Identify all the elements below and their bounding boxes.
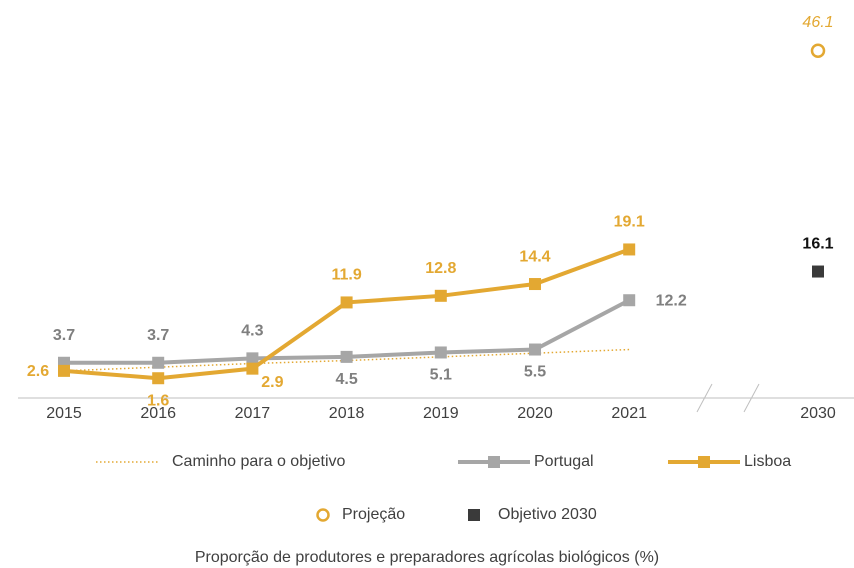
x-tick-label: 2017: [235, 405, 271, 422]
legend-swatch: [698, 456, 710, 468]
x-tick-label: 2019: [423, 405, 459, 422]
data-label: 4.5: [335, 371, 357, 388]
data-label: 11.9: [331, 267, 361, 284]
data-label: 14.4: [519, 248, 550, 265]
point-marker: [434, 289, 447, 302]
data-label: 2.6: [27, 363, 49, 380]
x-tick-label: 2016: [140, 405, 176, 422]
point-marker: [623, 294, 636, 307]
x-tick-label: 2020: [517, 405, 553, 422]
axis-break: [743, 383, 760, 413]
data-label: 12.8: [425, 260, 456, 277]
data-label: 3.7: [53, 327, 75, 344]
legend-swatch: [488, 456, 500, 468]
point-marker: [340, 296, 353, 309]
legend-label: Caminho para o objetivo: [172, 453, 346, 470]
legend-swatch: [468, 509, 480, 521]
data-label: 1.6: [147, 392, 169, 409]
point-marker: [152, 372, 165, 385]
x-tick-label: 2030: [800, 405, 836, 422]
data-label: 5.1: [430, 367, 452, 384]
data-label: 4.3: [241, 323, 263, 340]
point-marker: [58, 364, 70, 377]
x-tick-label: 2018: [329, 405, 365, 422]
point-marker: [529, 343, 541, 356]
point-marker: [434, 346, 447, 359]
point-marker: [340, 350, 353, 363]
caption: Proporção de produtores e preparadores a…: [195, 549, 659, 566]
data-label: 3.7: [147, 327, 169, 344]
data-label: 2.9: [261, 374, 283, 391]
legend-label: Objetivo 2030: [498, 506, 597, 523]
point-marker: [529, 278, 541, 291]
point-marker: [152, 356, 165, 369]
data-label: 12.2: [656, 292, 687, 309]
point-marker: [246, 352, 259, 365]
axis-break: [696, 383, 713, 413]
data-label: 19.1: [614, 214, 645, 231]
data-label: 46.1: [802, 14, 833, 31]
point-marker: [623, 243, 636, 256]
x-tick-label: 2015: [46, 405, 82, 422]
legend-label: Projeção: [342, 506, 405, 523]
legend-swatch: [316, 508, 330, 522]
point-marker: [812, 265, 824, 278]
data-label: 16.1: [802, 236, 833, 253]
x-tick-label: 2021: [611, 405, 647, 422]
legend-label: Portugal: [534, 453, 594, 470]
data-label: 5.5: [524, 364, 546, 381]
legend-label: Lisboa: [744, 453, 791, 470]
point-marker: [810, 43, 826, 59]
point-marker: [246, 362, 259, 375]
